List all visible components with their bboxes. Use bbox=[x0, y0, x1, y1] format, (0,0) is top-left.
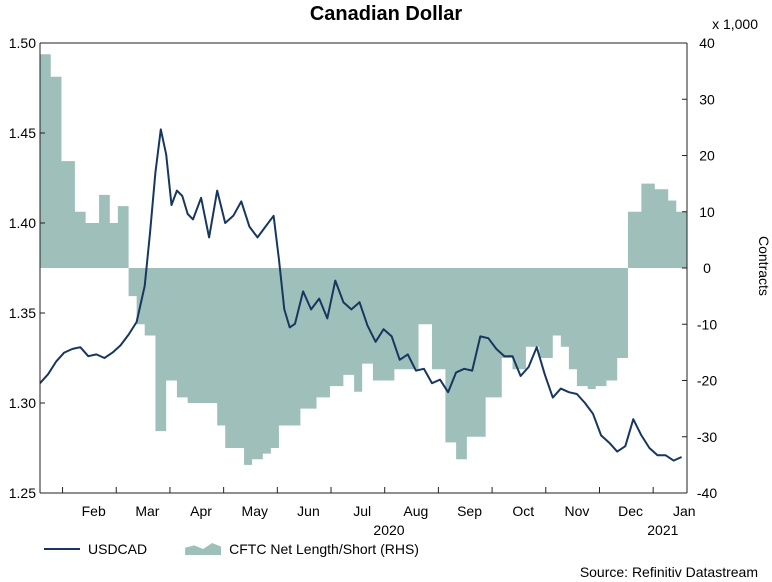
month-tick-label: Mar bbox=[135, 503, 159, 519]
left-tick-label: 1.45 bbox=[9, 125, 36, 141]
left-tick-label: 1.50 bbox=[9, 35, 36, 51]
month-tick-label: May bbox=[242, 503, 268, 519]
usdcad-line-layer bbox=[39, 128, 683, 462]
month-tick-label: Jul bbox=[353, 503, 371, 519]
month-tick-label: Jun bbox=[297, 503, 320, 519]
legend: USDCAD CFTC Net Length/Short (RHS) bbox=[44, 541, 419, 557]
left-tick-label: 1.40 bbox=[9, 215, 36, 231]
axes-layer: 1.25 1.30 1.35 1.40 1.45 1.50 -40 -30 -20 -10 0 10 2… bbox=[9, 35, 718, 538]
right-tick-label: 0 bbox=[703, 260, 711, 276]
month-tick-label: Sep bbox=[457, 503, 482, 519]
right-tick-label: -30 bbox=[697, 429, 717, 445]
month-tick-label: Aug bbox=[403, 503, 428, 519]
left-tick-label: 1.30 bbox=[9, 395, 36, 411]
right-tick-label: -10 bbox=[697, 316, 717, 332]
legend-area-swatch bbox=[185, 543, 222, 555]
right-tick-label: 40 bbox=[699, 35, 715, 51]
month-tick-label: Feb bbox=[82, 503, 106, 519]
right-tick-label: -40 bbox=[697, 485, 717, 501]
source-note: Source: Refinitiv Datastream bbox=[579, 564, 758, 580]
right-tick-label: 30 bbox=[699, 91, 715, 107]
right-axis-label: Contracts bbox=[756, 236, 772, 296]
month-tick-label: Nov bbox=[564, 503, 589, 519]
chart-title: Canadian Dollar bbox=[309, 3, 463, 25]
month-tick-label: Jan bbox=[673, 503, 696, 519]
right-tick-label: 20 bbox=[699, 148, 715, 164]
legend-line-swatch bbox=[44, 548, 80, 550]
month-tick-label: Apr bbox=[190, 503, 212, 519]
cftc-area-layer bbox=[40, 54, 687, 465]
right-axis-scale-label: x 1,000 bbox=[712, 16, 758, 32]
usdcad-line bbox=[39, 128, 683, 462]
month-tick-label: Dec bbox=[618, 503, 643, 519]
year-label: 2020 bbox=[373, 522, 404, 538]
legend-cftc-label: CFTC Net Length/Short (RHS) bbox=[229, 541, 419, 557]
left-tick-label: 1.35 bbox=[9, 305, 36, 321]
legend-usdcad-label: USDCAD bbox=[88, 541, 148, 557]
cftc-net-area bbox=[40, 54, 687, 465]
left-tick-label: 1.25 bbox=[9, 485, 36, 501]
right-tick-label: 10 bbox=[699, 204, 715, 220]
year-label: 2021 bbox=[647, 522, 678, 538]
right-tick-label: -20 bbox=[697, 373, 717, 389]
month-tick-label: Oct bbox=[512, 503, 534, 519]
